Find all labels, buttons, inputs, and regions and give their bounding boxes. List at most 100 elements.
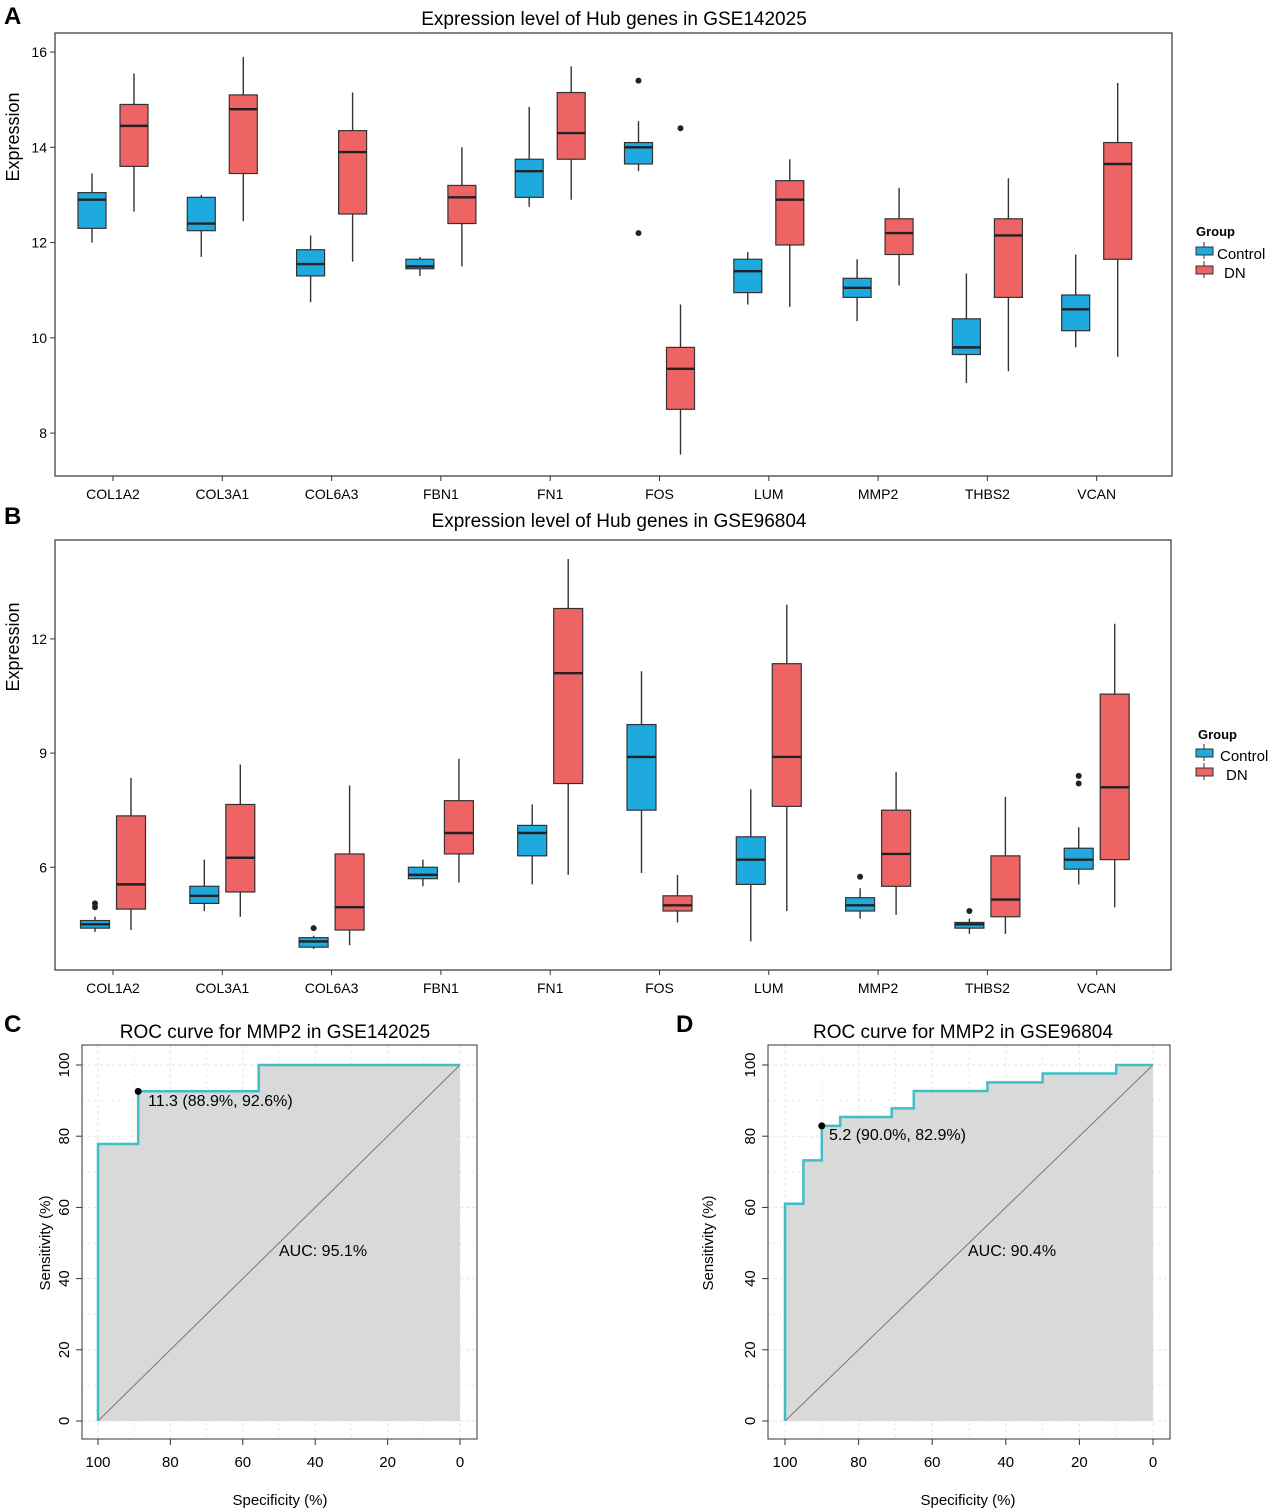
panel-d-frame <box>767 1044 1171 1440</box>
box-iqr <box>1103 141 1133 260</box>
box-iqr <box>77 191 107 229</box>
panel-b-y-ticks: 6 9 12 <box>31 631 55 875</box>
box-iqr <box>1061 294 1091 332</box>
panel-a-box-dn-fbn1 <box>447 147 477 267</box>
panel-label-a: A <box>4 3 21 30</box>
box-outlier <box>857 873 864 880</box>
panel-c-y-tick-label: 0 <box>56 1417 73 1425</box>
box-iqr <box>1099 693 1130 861</box>
panel-d-threshold-point <box>818 1122 826 1130</box>
panel-a-x-tick-label: LUM <box>754 486 784 502</box>
panel-b-x-tick-label: COL3A1 <box>195 980 249 996</box>
panel-a-box-control-fos <box>623 77 654 237</box>
panel-d-y-tick-label: 0 <box>742 1417 759 1425</box>
box-iqr <box>556 91 586 160</box>
box-outlier <box>966 908 973 915</box>
panel-a-legend-keys <box>1195 242 1214 278</box>
box-outlier <box>310 925 317 932</box>
panel-a-box-control-fn1 <box>514 106 544 207</box>
panel-b-box-dn-col1a2 <box>115 777 147 931</box>
box-iqr <box>338 130 368 215</box>
panel-a-box-dn-col3a1 <box>228 56 258 222</box>
panel-b-box-dn-thbs2 <box>990 796 1021 934</box>
panel-a-legend-dn: DN <box>1224 265 1246 282</box>
panel-c-axis-ticks: 100 100 80 80 60 60 40 40 20 20 0 0 <box>56 1052 464 1471</box>
panel-a-box-dn-lum <box>775 159 805 307</box>
panel-c-title: ROC curve for MMP2 in GSE142025 <box>120 1022 430 1043</box>
box-iqr <box>334 853 365 931</box>
panel-b-y-tick-label: 9 <box>39 745 47 761</box>
panel-d-title: ROC curve for MMP2 in GSE96804 <box>813 1022 1113 1043</box>
panel-a-x-tick-label: COL1A2 <box>86 486 140 502</box>
panel-a-title: Expression level of Hub genes in GSE1420… <box>421 9 807 30</box>
panel-c-y-axis-label: Sensitivity (%) <box>37 1195 54 1290</box>
panel-b-box-dn-col3a1 <box>225 764 256 917</box>
panel-a-box-control-col6a3 <box>296 235 326 303</box>
panel-c-y-tick-label: 100 <box>56 1052 73 1077</box>
panel-a-boxes <box>77 56 1133 455</box>
panel-a-y-ticks: 8 10 12 14 16 <box>31 44 55 441</box>
panel-a-y-tick-label: 8 <box>39 425 47 441</box>
box-outlier <box>677 125 684 132</box>
panel-a-x-tick-label: FN1 <box>537 486 564 502</box>
panel-d-y-axis-label: Sensitivity (%) <box>700 1195 717 1290</box>
panel-c-x-tick-label: 80 <box>162 1454 179 1471</box>
panel-label-d: D <box>676 1011 693 1038</box>
panel-a-x-tick-label: COL6A3 <box>305 486 359 502</box>
box-iqr <box>775 180 805 246</box>
panel-a-box-control-thbs2 <box>951 273 982 384</box>
box-iqr <box>623 141 654 165</box>
panel-d-y-tick-label: 20 <box>742 1341 759 1358</box>
panel-b-box-dn-vcan <box>1099 623 1130 908</box>
panel-a-y-axis-label: Expression <box>3 92 23 181</box>
box-outlier <box>635 77 642 84</box>
panel-a: A Expression level of Hub genes in GSE14… <box>3 3 1265 502</box>
panel-d-axis-ticks: 100 100 80 80 60 60 40 40 20 20 0 0 <box>742 1052 1157 1471</box>
box-iqr <box>514 158 544 198</box>
panel-a-x-tick-label: FBN1 <box>423 486 459 502</box>
legend-key-dn <box>1195 265 1214 275</box>
panel-b-y-tick-label: 6 <box>39 859 47 875</box>
panel-a-box-dn-col1a2 <box>119 73 149 212</box>
box-iqr <box>553 607 584 785</box>
panel-b-box-control-vcan <box>1063 772 1094 885</box>
panel-a-x-tick-label: VCAN <box>1077 486 1116 502</box>
panel-b-x-tick-label: LUM <box>754 980 784 996</box>
box-iqr <box>119 103 149 167</box>
panel-d-reference-diagonal <box>784 1064 1154 1422</box>
panel-c-x-tick-label: 0 <box>456 1454 464 1471</box>
panel-a-legend-control: Control <box>1217 246 1265 263</box>
panel-a-box-control-lum <box>733 252 763 305</box>
panel-d-y-tick-label: 80 <box>742 1128 759 1145</box>
panel-a-x-tick-label: FOS <box>645 486 674 502</box>
box-iqr <box>186 196 216 232</box>
panel-d-auc-label: AUC: 90.4% <box>968 1243 1056 1260</box>
panel-b-box-control-fn1 <box>517 804 548 885</box>
box-iqr <box>228 94 258 175</box>
panel-a-box-control-mmp2 <box>842 259 872 322</box>
panel-a-y-tick-label: 14 <box>31 139 47 155</box>
panel-d-y-tick-label: 40 <box>742 1270 759 1287</box>
box-iqr <box>115 815 147 910</box>
panel-b-box-control-lum <box>735 789 766 942</box>
panel-d-x-tick-label: 20 <box>1071 1454 1088 1471</box>
panel-b-x-tick-label: FBN1 <box>423 980 459 996</box>
box-iqr <box>990 855 1021 918</box>
panel-d-y-tick-label: 100 <box>742 1052 759 1077</box>
panel-d-threshold-label: 5.2 (90.0%, 82.9%) <box>829 1127 966 1144</box>
panel-d-x-tick-label: 80 <box>850 1454 867 1471</box>
panel-a-legend-title: Group <box>1196 224 1235 239</box>
panel-b-box-dn-col6a3 <box>334 785 365 946</box>
panel-b-y-axis-label: Expression <box>3 602 23 691</box>
box-iqr <box>662 895 693 912</box>
panel-c-x-tick-label: 20 <box>379 1454 396 1471</box>
panel-b-box-control-mmp2 <box>844 873 876 919</box>
panel-c-reference-diagonal <box>97 1064 461 1422</box>
box-iqr <box>993 218 1024 298</box>
box-iqr <box>626 723 657 811</box>
panel-b-box-control-col6a3 <box>298 925 329 950</box>
panel-a-box-dn-vcan <box>1103 83 1133 357</box>
panel-a-box-dn-fn1 <box>556 66 586 200</box>
panel-b-x-tick-label: THBS2 <box>965 980 1010 996</box>
panel-label-c: C <box>4 1011 21 1038</box>
